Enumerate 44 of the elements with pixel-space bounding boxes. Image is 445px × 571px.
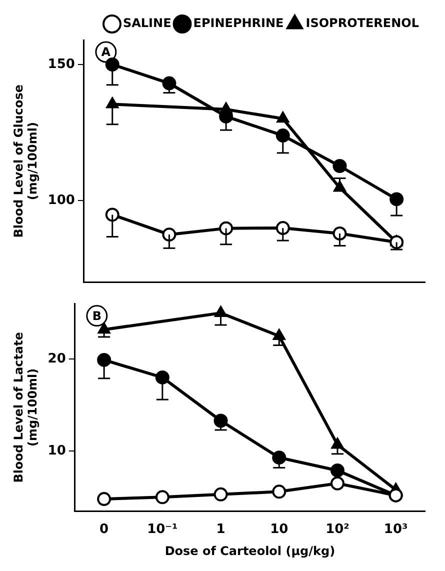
legend-label: EPINEPHRINE xyxy=(193,16,284,30)
y-tick-label: 10 xyxy=(48,444,66,459)
point xyxy=(330,463,344,478)
point xyxy=(272,450,286,465)
point xyxy=(106,97,119,108)
point xyxy=(214,414,228,428)
point xyxy=(331,438,344,449)
point xyxy=(334,180,346,192)
point xyxy=(155,370,170,384)
legend-label: SALINE xyxy=(122,16,172,30)
x-tick-label: 10 xyxy=(270,522,288,538)
x-tick-label: 10⁻¹ xyxy=(147,522,178,538)
x-axis-title: Dose of Carteolol (µg/kg) xyxy=(164,544,336,558)
point xyxy=(162,76,176,90)
point xyxy=(219,221,234,236)
point xyxy=(214,487,228,502)
point xyxy=(272,329,286,340)
point xyxy=(272,484,286,499)
annotation: B xyxy=(92,308,102,323)
point xyxy=(330,476,344,490)
point xyxy=(162,228,176,242)
point xyxy=(276,112,290,123)
x-tick-label: 10² xyxy=(326,522,350,538)
x-tick-label: 10³ xyxy=(384,522,408,538)
point xyxy=(332,226,347,240)
y-tick-label: 150 xyxy=(48,56,75,72)
y-tick-label: 20 xyxy=(48,351,66,366)
annotation: A xyxy=(101,45,112,60)
x-tick-label: 0 xyxy=(100,522,109,538)
point xyxy=(332,159,347,173)
point xyxy=(155,490,170,504)
point xyxy=(276,221,290,236)
legend-label: ISOPROTERENOL xyxy=(306,16,420,30)
point xyxy=(105,208,120,222)
y-axis-title: Blood Level of Glucose (mg/100ml) xyxy=(11,84,40,238)
point xyxy=(276,128,290,143)
y-tick-label: 100 xyxy=(48,192,75,208)
x-tick-label: 1 xyxy=(216,522,226,538)
point xyxy=(390,192,404,206)
point xyxy=(97,352,112,367)
point xyxy=(214,306,227,318)
point xyxy=(98,322,110,334)
point xyxy=(97,492,112,506)
y-axis-title: Blood Level of Lactate (mg/100ml) xyxy=(11,332,40,483)
